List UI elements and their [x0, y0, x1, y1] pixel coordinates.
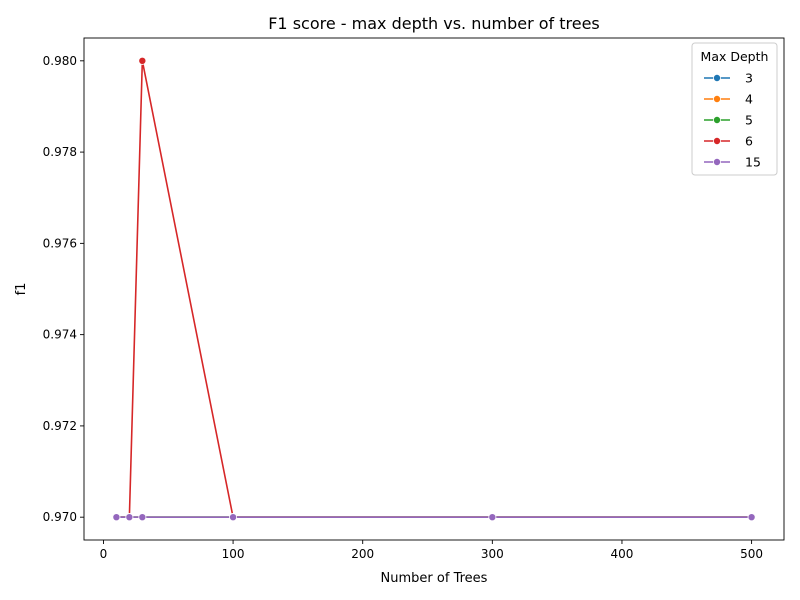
data-point: [138, 56, 147, 65]
y-tick-label: 0.972: [43, 419, 77, 433]
x-tick-label: 100: [222, 547, 245, 561]
x-tick-label: 0: [100, 547, 108, 561]
legend-label: 15: [745, 155, 761, 170]
legend-marker: [713, 95, 722, 104]
plot-frame: [83, 37, 785, 541]
legend-items: 3 4 5 6 15: [704, 71, 761, 170]
legend-item: 6: [704, 134, 753, 149]
data-point: [125, 513, 134, 522]
legend-label: 6: [745, 134, 753, 149]
data-point: [229, 513, 238, 522]
legend-item: 5: [704, 113, 753, 128]
series-group: [112, 56, 756, 522]
legend-item: 4: [704, 92, 753, 107]
data-point: [112, 513, 121, 522]
x-axis-label: Number of Trees: [381, 571, 488, 586]
legend: Max Depth 3 4 5 6 15: [691, 42, 778, 176]
data-point: [747, 513, 756, 522]
legend-title: Max Depth: [701, 49, 769, 64]
legend-marker: [713, 116, 722, 125]
x-tick-label: 200: [351, 547, 374, 561]
x-tick-label: 300: [481, 547, 504, 561]
legend-marker: [713, 74, 722, 83]
y-axis-label: f1: [14, 283, 29, 296]
legend-label: 3: [745, 71, 753, 86]
x-tick-label: 500: [740, 547, 763, 561]
x-axis-ticks: 0 100 200 300 400 500: [100, 540, 763, 561]
series-15: [112, 513, 756, 522]
legend-label: 4: [745, 92, 753, 107]
y-tick-label: 0.980: [43, 54, 77, 68]
chart-title: F1 score - max depth vs. number of trees: [268, 14, 600, 33]
y-tick-label: 0.976: [43, 236, 77, 250]
data-point: [138, 513, 147, 522]
y-axis-ticks: 0.970 0.972 0.974 0.976 0.978 0.980: [43, 54, 84, 524]
legend-item: 15: [704, 155, 761, 170]
legend-marker: [713, 136, 722, 145]
legend-marker: [713, 157, 722, 166]
legend-label: 5: [745, 113, 753, 128]
y-tick-label: 0.978: [43, 145, 77, 159]
x-tick-label: 400: [611, 547, 634, 561]
data-point: [488, 513, 497, 522]
y-tick-label: 0.970: [43, 510, 77, 524]
legend-item: 3: [704, 71, 753, 86]
y-tick-label: 0.974: [43, 328, 77, 342]
